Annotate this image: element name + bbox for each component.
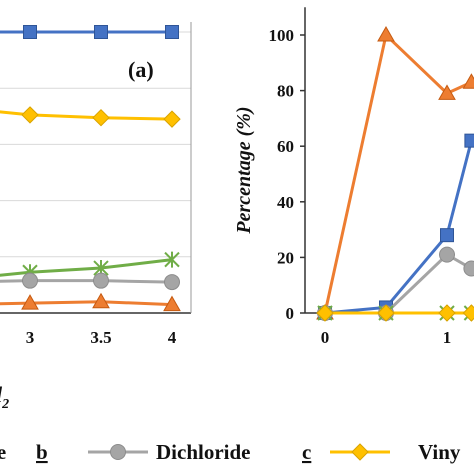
left-data-point (92, 108, 110, 127)
left-data-point (94, 25, 108, 39)
left-data-point (164, 251, 180, 268)
right-series-line (325, 252, 473, 315)
right-data-point (377, 304, 395, 322)
legend-label-suffix: c (302, 440, 311, 464)
left-data-point (93, 272, 109, 289)
left-data-point (164, 274, 180, 291)
right-y-tick: 40 (277, 193, 294, 212)
left-x-axis-label-sub: 2 (1, 397, 9, 412)
left-data-point (22, 272, 38, 289)
right-y-axis-label: Percentage (%) (233, 106, 255, 234)
left-series-line (0, 258, 173, 277)
right-panel: 0 20 40 60 80 100 0 1 Percentage (%) (233, 7, 474, 347)
right-data-point (438, 84, 456, 100)
left-x-axis-label-text: l (0, 382, 3, 407)
legend-label-suffix: b (36, 440, 48, 464)
right-y-tick: 60 (277, 137, 294, 156)
right-data-point (440, 228, 454, 243)
left-panel: 33.54 (a) l2 (0, 22, 192, 412)
left-data-point (92, 292, 110, 309)
right-data-point (463, 260, 474, 277)
right-series-line (323, 32, 473, 314)
legend-swatch-marker (351, 443, 369, 461)
right-data-point (439, 246, 455, 263)
left-x-tick-labels: 3 3.5 4 (26, 328, 177, 347)
left-series-s2 (0, 272, 180, 291)
right-data-point (464, 133, 474, 148)
left-series-line (0, 279, 173, 284)
left-data-point (163, 295, 181, 312)
left-series-s3 (0, 106, 181, 128)
right-series-s1 (318, 133, 474, 320)
legend-item-s1: ride b (0, 440, 48, 464)
left-series-s1 (0, 25, 179, 39)
right-series-line (324, 140, 473, 315)
left-x-tick: 3.5 (90, 328, 111, 347)
left-series-line (0, 110, 173, 121)
right-y-tick-labels: 0 20 40 60 80 100 (269, 26, 305, 323)
right-y-tick: 100 (269, 26, 295, 45)
left-series-group (0, 25, 181, 312)
right-y-tick: 80 (277, 82, 294, 101)
right-x-tick: 0 (321, 328, 330, 347)
left-data-point (165, 25, 179, 39)
left-series-s5 (0, 251, 180, 281)
panel-label: (a) (128, 57, 154, 82)
left-x-axis-label: l2 (0, 382, 9, 412)
right-series-s4 (316, 25, 474, 320)
left-x-tick: 4 (168, 328, 177, 347)
right-data-point (316, 304, 334, 322)
left-data-point (21, 106, 39, 124)
right-data-point (377, 25, 395, 42)
legend-label: ride (0, 440, 6, 464)
legend-item-s3: Viny (330, 440, 461, 464)
left-data-point (163, 110, 181, 128)
right-data-point (462, 304, 474, 322)
legend-swatch-marker (110, 444, 126, 460)
left-series-s4 (0, 292, 181, 312)
left-data-point (23, 25, 37, 39)
legend-label: Dichloride (156, 440, 251, 464)
right-data-point (438, 304, 456, 322)
right-series-group (316, 25, 474, 322)
left-data-point (21, 294, 39, 310)
right-y-tick: 20 (277, 248, 294, 267)
right-series-s3 (316, 304, 474, 322)
legend: ride b Dichloride c Viny (0, 440, 461, 464)
left-series-line (0, 300, 173, 307)
right-x-tick: 1 (443, 328, 452, 347)
legend-label: Viny (418, 440, 461, 464)
legend-item-s2: Dichloride c (88, 440, 311, 464)
right-data-point (462, 73, 474, 89)
left-x-tick: 3 (26, 328, 35, 347)
right-y-tick: 0 (286, 304, 295, 323)
